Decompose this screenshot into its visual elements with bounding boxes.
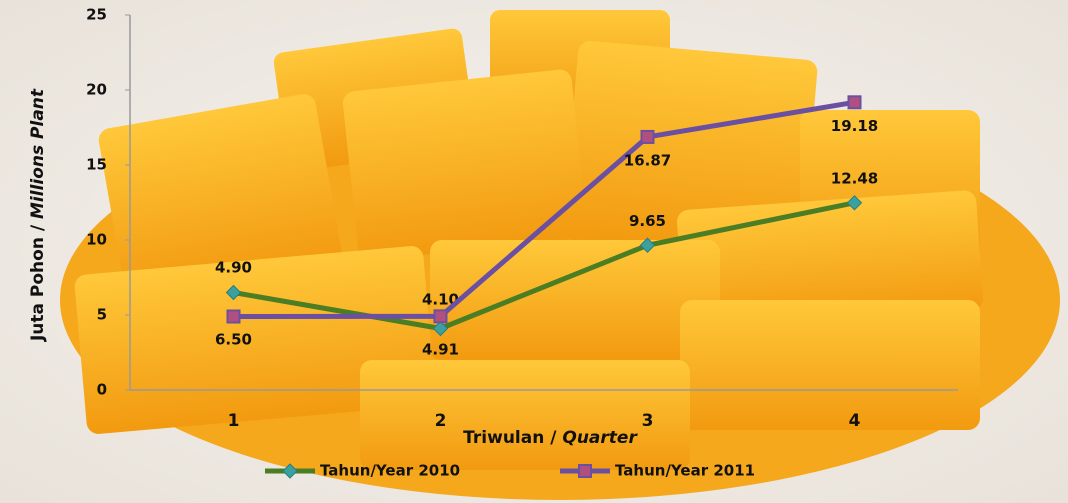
data-label: 19.18 — [831, 117, 878, 135]
marker — [642, 131, 654, 143]
x-axis-title-text: Triwulan / — [463, 428, 557, 448]
y-tick-label: 20 — [86, 81, 107, 99]
data-label: 9.65 — [629, 212, 666, 230]
x-tick-label: 2 — [435, 411, 447, 431]
data-label: 4.90 — [215, 259, 252, 277]
x-axis-title-emphasis: Quarter — [562, 428, 638, 448]
data-label: 6.50 — [215, 331, 252, 349]
marker — [228, 311, 240, 323]
x-tick-label: 1 — [228, 411, 240, 431]
x-tick-label: 4 — [849, 411, 861, 431]
y-tick-label: 0 — [97, 381, 107, 399]
y-axis-title-emphasis: Millions Plant — [28, 88, 48, 219]
data-label: 4.91 — [422, 341, 459, 359]
x-axis-title: Triwulan / Quarter — [463, 428, 638, 448]
marker — [849, 96, 861, 108]
y-tick-label: 5 — [97, 306, 107, 324]
marker — [435, 310, 447, 322]
legend-label: Tahun/Year 2010 — [320, 462, 460, 480]
legend-label: Tahun/Year 2011 — [615, 462, 755, 480]
y-axis-title: Juta Pohon / Millions Plant — [28, 88, 48, 342]
y-tick-label: 10 — [86, 231, 107, 249]
x-tick-label: 3 — [642, 411, 654, 431]
data-label: 12.48 — [831, 169, 878, 187]
marker — [579, 465, 591, 477]
chart: Juta Pohon / Millions Plant Triwulan / Q… — [0, 0, 1068, 503]
y-tick-label: 15 — [86, 156, 107, 174]
y-tick-label: 25 — [86, 6, 107, 24]
data-label: 16.87 — [624, 151, 671, 169]
y-axis-title-text: Juta Pohon / — [28, 224, 48, 342]
